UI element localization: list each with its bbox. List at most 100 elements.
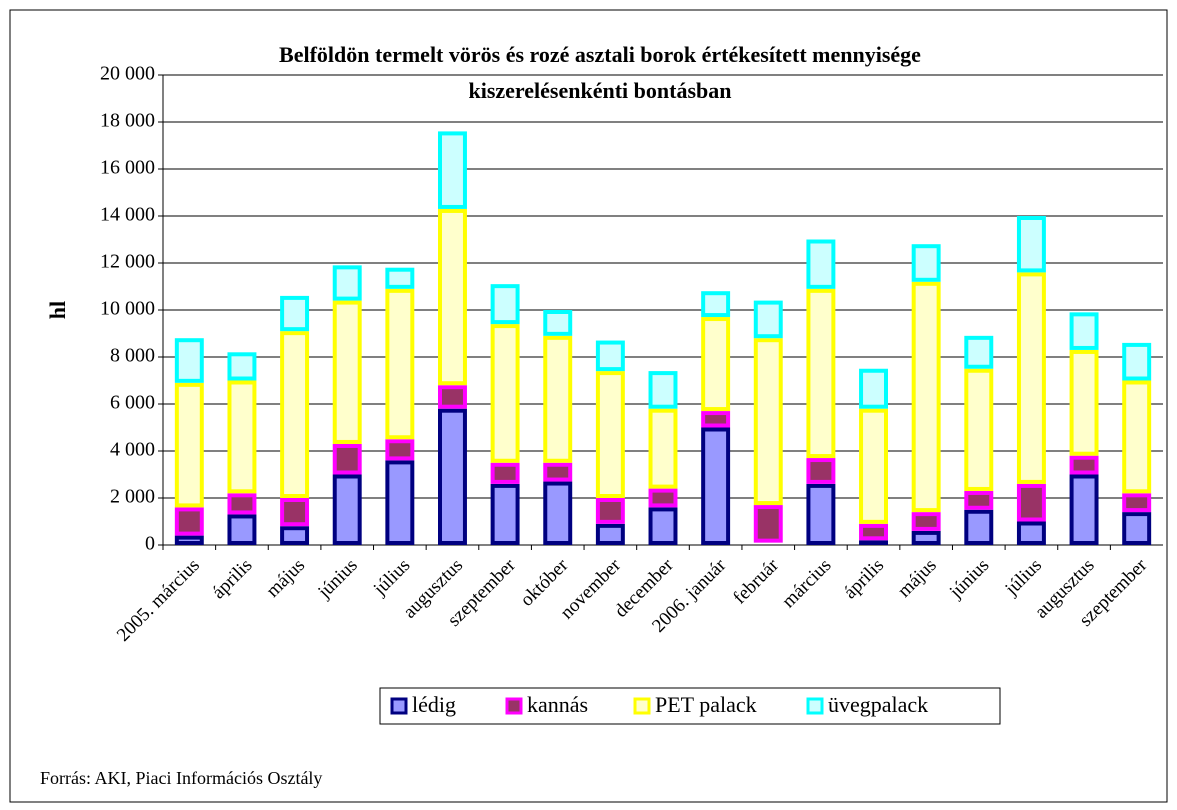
bar-segment xyxy=(438,208,467,386)
bar-segment xyxy=(1122,342,1152,381)
bar-segment xyxy=(490,462,520,484)
bar-segment xyxy=(543,335,573,463)
legend-label: PET palack xyxy=(655,692,757,717)
bar-segment xyxy=(438,408,467,546)
bar-segment xyxy=(174,338,204,383)
bar-segment xyxy=(490,284,520,325)
bar-segment xyxy=(332,474,362,545)
bar-segment xyxy=(490,483,520,545)
bar-segment xyxy=(1069,474,1099,545)
bar-segment xyxy=(753,505,783,543)
y-tick-label: 0 xyxy=(145,533,155,555)
legend-swatch xyxy=(806,697,824,715)
bar-segment xyxy=(859,368,888,409)
bar-segment xyxy=(385,288,415,440)
bar-segment xyxy=(174,507,204,536)
bar-segment xyxy=(174,535,204,545)
bar-segment xyxy=(648,507,678,545)
y-axis-label: hl xyxy=(45,301,70,319)
bar-segment xyxy=(1122,512,1152,545)
bar-segment xyxy=(1122,493,1152,513)
bar-segment xyxy=(1069,349,1099,456)
bar-segment xyxy=(332,443,362,475)
bar-segment xyxy=(1016,521,1046,545)
y-tick-label: 8 000 xyxy=(110,345,155,367)
y-tick-label: 20 000 xyxy=(100,63,155,85)
bar-segment xyxy=(753,338,783,506)
bar-segment xyxy=(595,371,625,499)
y-tick-label: 16 000 xyxy=(100,157,155,179)
y-tick-label: 4 000 xyxy=(110,439,155,461)
bar-segment xyxy=(595,340,625,372)
bar-segment xyxy=(911,281,941,513)
bar-segment xyxy=(753,300,783,339)
bar-segment xyxy=(859,523,888,541)
bar-segment xyxy=(648,371,678,409)
bar-segment xyxy=(911,244,941,282)
bar-segment xyxy=(806,458,836,484)
bar-segment xyxy=(1016,483,1046,522)
bar-segment xyxy=(964,368,994,491)
bar-segment xyxy=(964,335,994,369)
bar-segment xyxy=(1069,312,1099,350)
bar-segment xyxy=(595,523,625,545)
y-tick-label: 10 000 xyxy=(100,298,155,320)
bar-segment xyxy=(648,488,678,508)
y-tick-label: 6 000 xyxy=(110,392,155,414)
bar-segment xyxy=(701,411,731,428)
bar-segment xyxy=(280,331,310,498)
bar-segment xyxy=(911,530,941,546)
bar-segment xyxy=(332,265,362,301)
legend-label: lédig xyxy=(412,692,456,717)
y-tick-label: 2 000 xyxy=(110,486,155,508)
bar-segment xyxy=(490,324,520,463)
bar-segment xyxy=(438,131,467,209)
bar-segment xyxy=(332,300,362,444)
y-tick-label: 12 000 xyxy=(100,251,155,273)
bar-segment xyxy=(701,317,731,412)
bar-segment xyxy=(1069,455,1099,475)
bar-segment xyxy=(385,439,415,461)
bar-segment xyxy=(438,385,467,409)
bar-segment xyxy=(806,239,836,289)
bar-segment xyxy=(385,460,415,545)
bar-segment xyxy=(280,295,310,332)
legend-swatch xyxy=(505,697,523,715)
bar-segment xyxy=(227,380,257,494)
y-tick-label: 14 000 xyxy=(100,204,155,226)
bar-segment xyxy=(1122,380,1152,494)
bar-segment xyxy=(806,483,836,545)
bar-segment xyxy=(1016,216,1046,273)
bar-segment xyxy=(701,427,731,545)
bar-segment xyxy=(227,493,257,515)
bar-segment xyxy=(227,514,257,546)
bar-segment xyxy=(280,526,310,546)
bar-segment xyxy=(859,540,888,545)
bar-segment xyxy=(648,408,678,489)
bar-segment xyxy=(859,408,888,524)
legend-label: kannás xyxy=(527,692,588,717)
source-note: Forrás: AKI, Piaci Információs Osztály xyxy=(40,768,322,788)
legend-swatch xyxy=(633,697,651,715)
chart-title: kiszerelésenkénti bontásban xyxy=(468,78,731,103)
bar-segment xyxy=(227,352,257,381)
legend-swatch xyxy=(390,697,408,715)
bar-segment xyxy=(543,462,573,482)
bar-segment xyxy=(543,481,573,545)
legend-box xyxy=(379,687,1001,725)
legend-label: üvegpalack xyxy=(828,692,928,717)
bar-segment xyxy=(595,498,625,524)
bar-segment xyxy=(964,509,994,545)
y-tick-label: 18 000 xyxy=(100,110,155,132)
bar-segment xyxy=(385,267,415,289)
bar-segment xyxy=(1016,272,1046,484)
chart-title: Belföldön termelt vörös és rozé asztali … xyxy=(279,42,921,67)
bar-segment xyxy=(280,498,310,527)
bar-segment xyxy=(806,288,836,459)
bar-segment xyxy=(964,490,994,510)
bar-segment xyxy=(174,382,204,508)
bar-segment xyxy=(911,512,941,531)
bar-segment xyxy=(543,310,573,336)
bar-segment xyxy=(701,291,731,318)
